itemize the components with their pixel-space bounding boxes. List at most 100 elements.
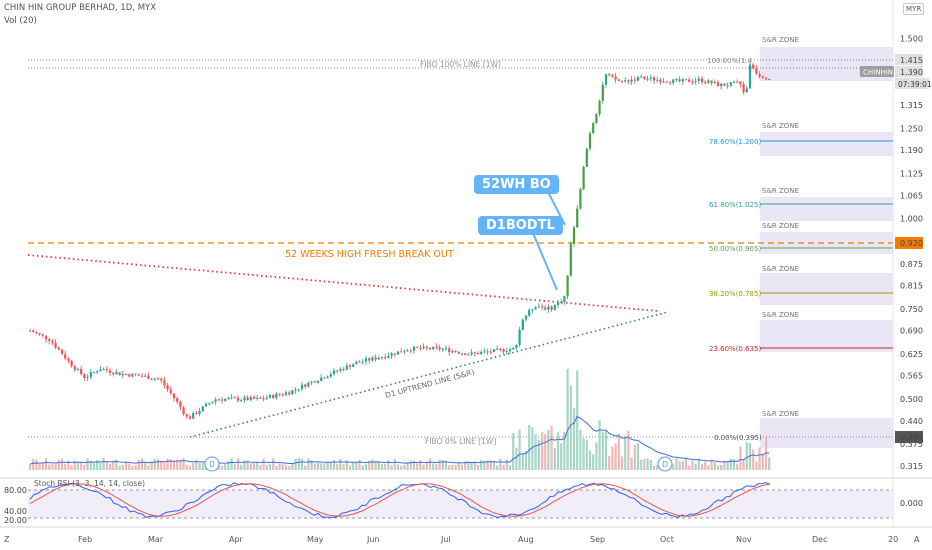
volume-bar [265, 465, 268, 470]
candle [204, 403, 208, 407]
price-tick: 0.625 [900, 350, 923, 359]
volume-bar [684, 458, 688, 470]
candle [214, 399, 217, 402]
candle [454, 351, 457, 352]
volume-bar [540, 432, 544, 470]
volume-bar [320, 463, 323, 470]
volume-bar [422, 464, 425, 470]
volume-bar [688, 465, 691, 470]
candle [544, 307, 547, 310]
dividend-marker-2[interactable]: D [657, 456, 673, 472]
volume-bar [755, 461, 758, 470]
volume-bar [544, 434, 547, 470]
candle [300, 384, 304, 390]
volume-bar [121, 464, 124, 470]
candle [96, 371, 99, 373]
candle [617, 79, 620, 81]
volume-bar [646, 458, 649, 470]
fib-label: 61.80%(1.025) [709, 201, 761, 209]
price-tick: 0.565 [900, 372, 923, 381]
volume-bar [435, 464, 438, 470]
volume-bar [44, 458, 48, 470]
volume-bar [128, 463, 131, 470]
candle [182, 407, 185, 415]
candle [742, 84, 745, 93]
volume-bar [640, 460, 643, 470]
candle [307, 382, 310, 387]
candle [556, 302, 560, 306]
volume-bar [118, 465, 121, 470]
volume-bar [131, 466, 134, 470]
candle [684, 79, 688, 81]
candle [659, 79, 662, 83]
volume-bar [227, 461, 230, 470]
candle [524, 315, 528, 320]
candle [358, 361, 361, 363]
volume-bar [595, 442, 598, 470]
candle [32, 330, 35, 333]
volume-bar [105, 462, 108, 470]
time-tick: 20 [888, 535, 898, 544]
candle [284, 392, 288, 395]
currency-button[interactable]: MYR [903, 3, 925, 15]
volume-bar [224, 464, 227, 470]
fib-levels: 100.00%(1.4 78.60%(1.200) 61.80%(1.025) 50.… [707, 57, 893, 442]
candle [355, 361, 358, 365]
price-tick: 1.315 [900, 101, 923, 110]
volume-bar [608, 456, 611, 470]
candle [729, 82, 732, 86]
volume-bar [198, 462, 201, 470]
volume-bar [598, 420, 601, 470]
candle [656, 79, 659, 81]
volume-bar [160, 460, 163, 470]
candle [473, 352, 476, 354]
candle [256, 397, 259, 399]
price-tick: 1.125 [900, 170, 923, 179]
candle [748, 64, 752, 89]
sr-zone-2 [760, 197, 893, 221]
volume-bar [252, 462, 256, 470]
candle [390, 353, 393, 356]
candle [380, 357, 384, 359]
volume-bar [192, 462, 195, 470]
candle [697, 78, 700, 81]
volume-bar [358, 459, 361, 470]
volume-bar [582, 438, 585, 470]
volume-bar [656, 465, 659, 470]
volume-bar [83, 464, 86, 470]
candle [368, 358, 371, 361]
candle [688, 79, 691, 82]
time-tick: Mar [148, 535, 164, 544]
candle [252, 397, 256, 399]
svg-text:07:39:01: 07:39:01 [898, 80, 932, 89]
candle [425, 346, 428, 348]
volume-bar [745, 442, 748, 470]
stoch-tick: 20.00 [4, 516, 27, 525]
volume-bar [726, 461, 729, 470]
candle [428, 347, 432, 350]
candle [505, 351, 508, 353]
time-tick: Feb [78, 535, 92, 544]
candle [451, 351, 454, 353]
candle [604, 74, 608, 85]
candle [665, 81, 668, 83]
candle [694, 80, 697, 82]
candle [323, 377, 326, 379]
volume-bar [179, 460, 182, 470]
candle [115, 372, 118, 375]
candle [438, 347, 441, 350]
candle [492, 349, 496, 352]
candle [627, 80, 630, 82]
volume-bar [275, 465, 278, 470]
candle [441, 348, 444, 350]
volume-bar [409, 460, 412, 470]
dividend-marker-1[interactable]: D [204, 456, 220, 472]
volume-bar [217, 465, 220, 470]
time-tick: Nov [736, 535, 752, 544]
candle [672, 79, 675, 83]
candle [281, 394, 284, 396]
candle [131, 373, 134, 377]
volume-bar [716, 465, 720, 470]
